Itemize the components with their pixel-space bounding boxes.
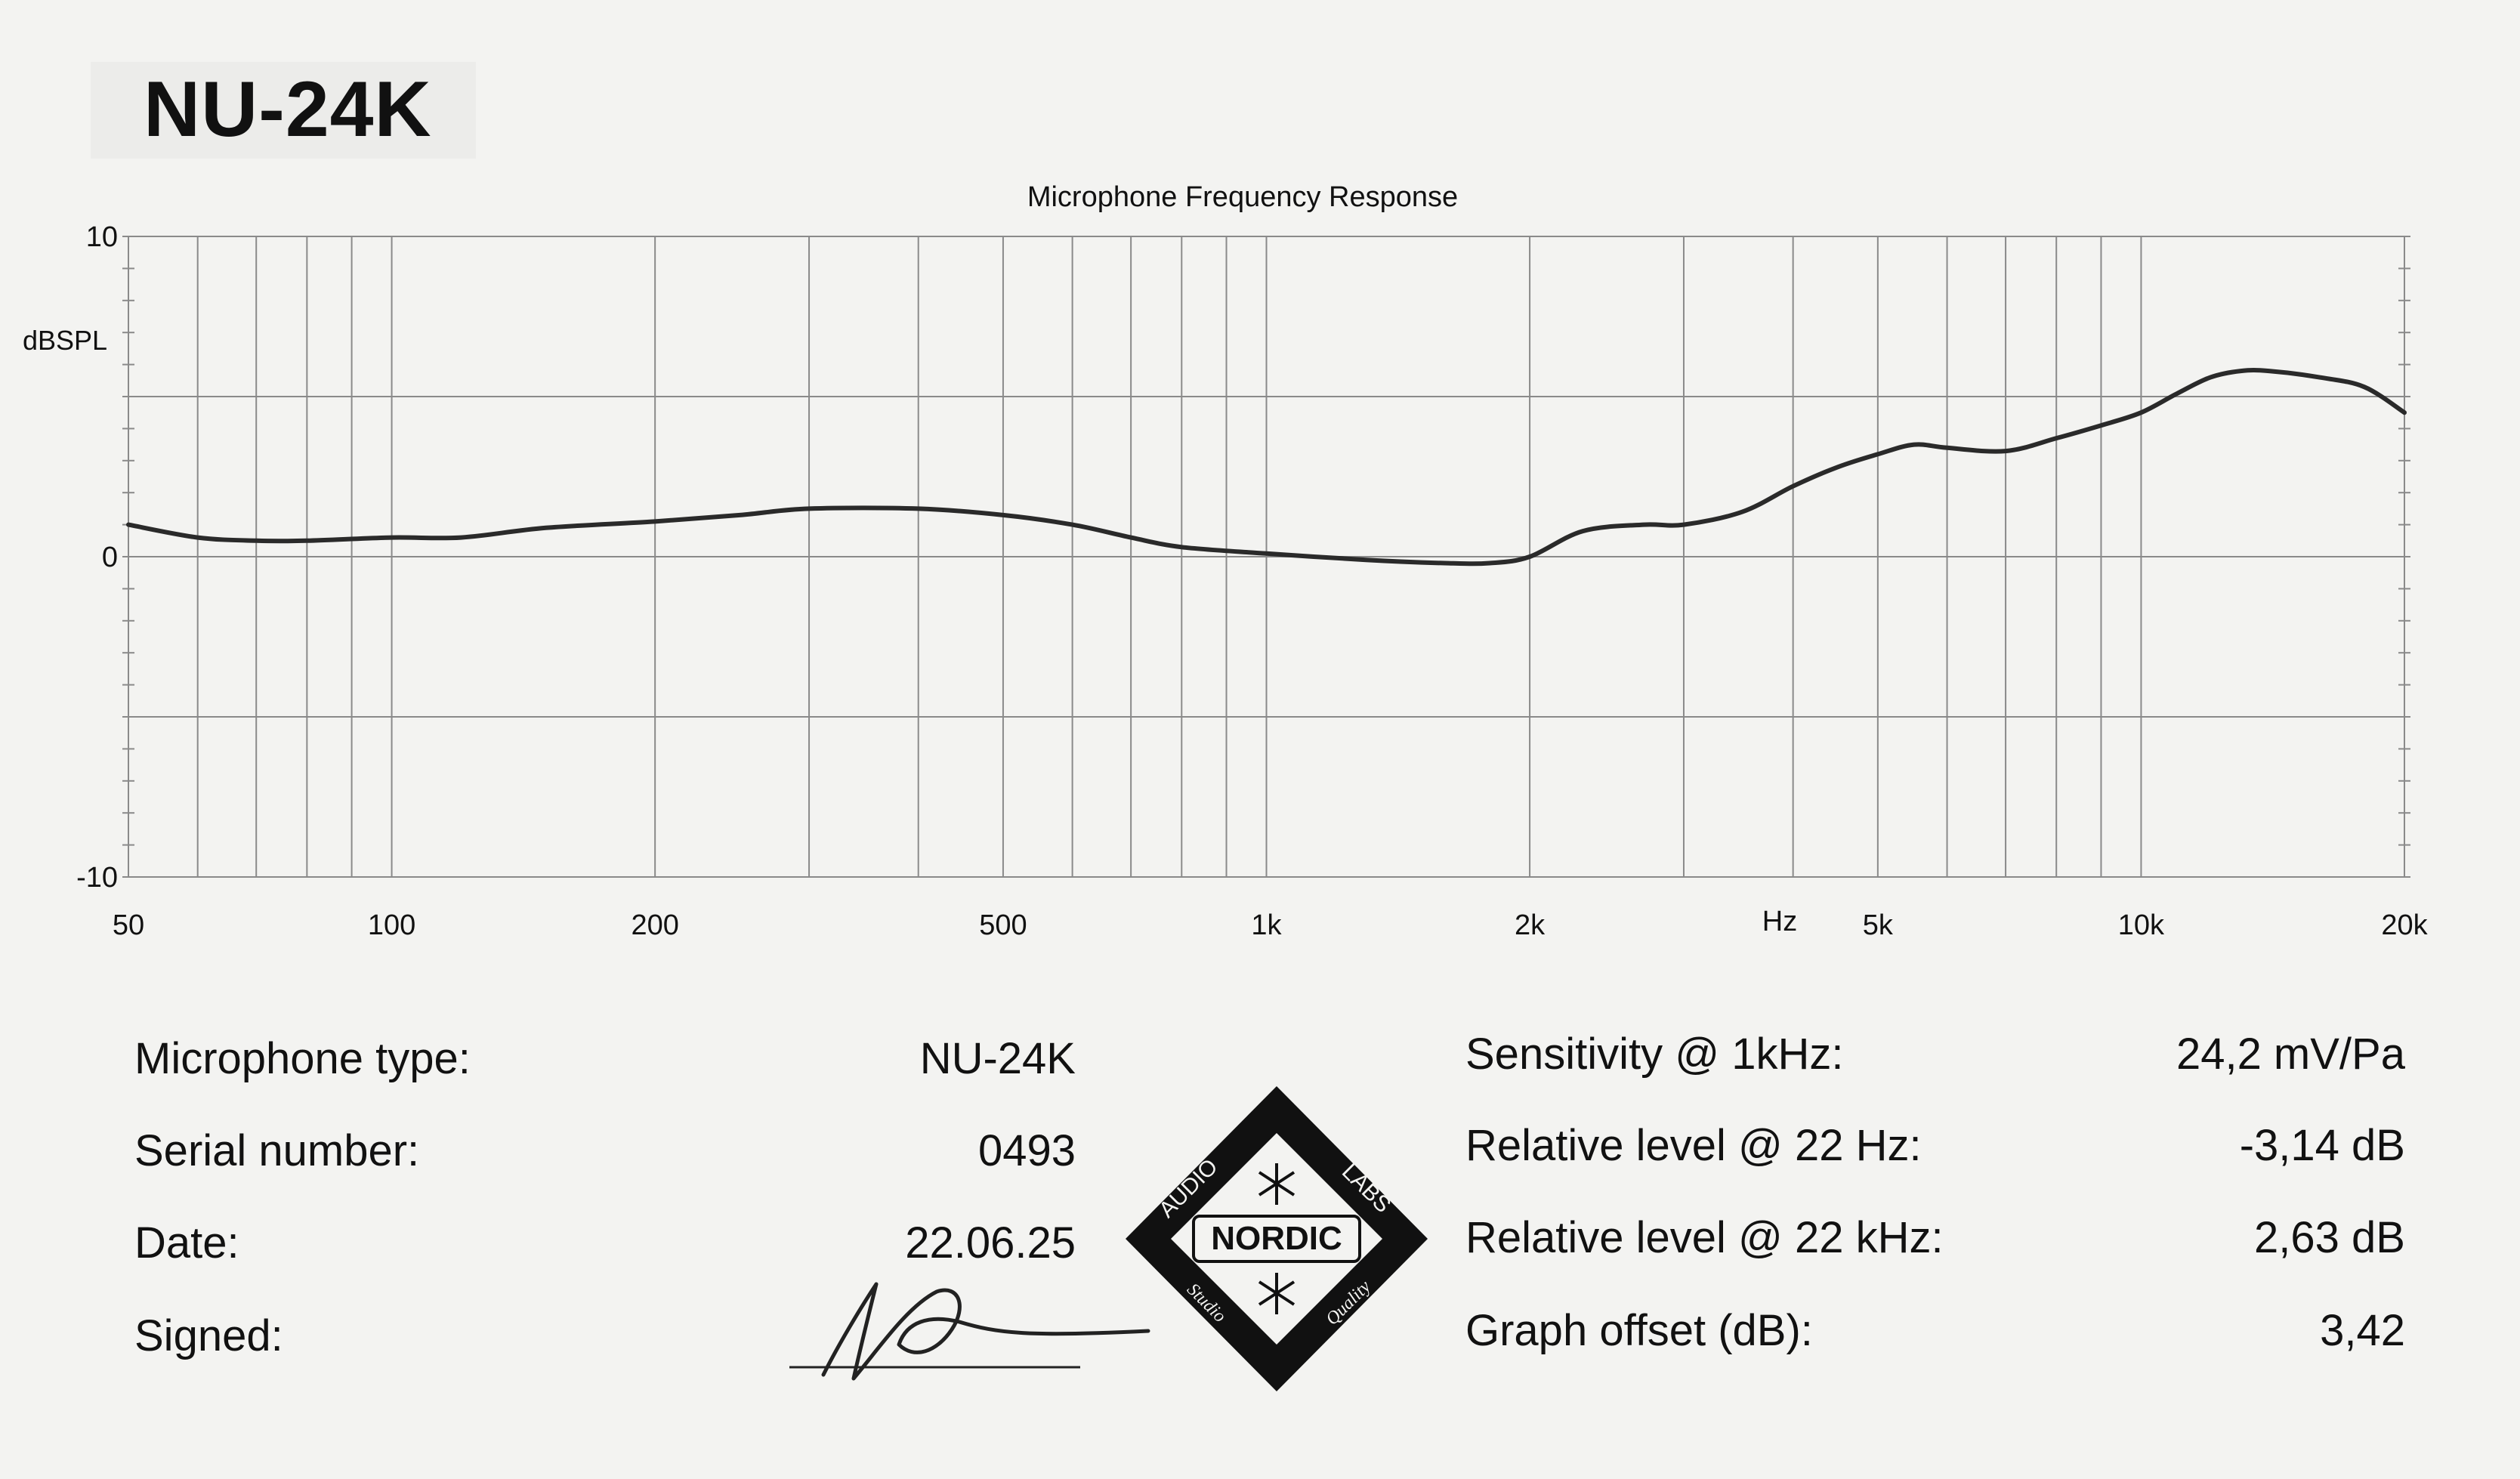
date-value: 22.06.25: [905, 1218, 1076, 1267]
graph-offset-value: 3,42: [2320, 1306, 2405, 1355]
graph-offset-label: Graph offset (dB):: [1465, 1306, 1813, 1355]
x-tick-label: 200: [631, 909, 678, 941]
relative-level-22hz-label: Relative level @ 22 Hz:: [1465, 1121, 1922, 1170]
model-title-box: [91, 62, 476, 159]
sensitivity-value: 24,2 mV/Pa: [2176, 1030, 2405, 1079]
frequency-response-line: [126, 368, 2407, 567]
y-tick-label: -10: [76, 862, 118, 894]
x-tick-label: 500: [979, 909, 1027, 941]
serial-number-value: 0493: [977, 1126, 1076, 1175]
y-tick-label: 10: [86, 221, 118, 253]
serial-number-label: Serial number:: [134, 1126, 420, 1175]
y-axis-label: dBSPL: [23, 325, 107, 356]
x-tick-label: 5k: [1863, 909, 1894, 941]
x-axis-label: Hz: [1762, 906, 1797, 937]
chart-title: Microphone Frequency Response: [1027, 181, 1458, 213]
x-tick-label: 50: [113, 909, 144, 941]
relative-level-22khz-value: 2,63 dB: [2254, 1213, 2405, 1262]
frequency-response-chart: Microphone Frequency Response dBSPL Hz 5…: [23, 181, 2429, 941]
snowflake-icon: [1258, 1163, 1296, 1205]
x-tick-label: 1k: [1251, 909, 1282, 941]
sensitivity-label: Sensitivity @ 1kHz:: [1465, 1030, 1844, 1079]
nordic-audio-labs-logo: NORDIC AUDIO LABS Studio Quality: [1126, 1086, 1428, 1391]
signature: [789, 1282, 1150, 1381]
x-tick-label: 10k: [2118, 909, 2165, 941]
x-tick-label: 20k: [2381, 909, 2428, 941]
y-tick-label: 0: [102, 542, 118, 573]
signed-label: Signed:: [134, 1311, 283, 1360]
microphone-type-value: NU-24K: [919, 1034, 1076, 1083]
snowflake-icon: [1258, 1273, 1296, 1314]
x-tick-label: 100: [368, 909, 415, 941]
date-label: Date:: [134, 1218, 239, 1267]
microphone-type-label: Microphone type:: [134, 1034, 471, 1083]
x-tick-label: 2k: [1515, 909, 1546, 941]
relative-level-22hz-value: -3,14 dB: [2239, 1121, 2405, 1170]
logo-center-text: NORDIC: [1211, 1220, 1342, 1257]
chart-series: [126, 368, 2407, 567]
model-title: NU-24K: [144, 66, 432, 153]
chart-grid: [122, 236, 2410, 878]
relative-level-22khz-label: Relative level @ 22 kHz:: [1465, 1213, 1944, 1262]
